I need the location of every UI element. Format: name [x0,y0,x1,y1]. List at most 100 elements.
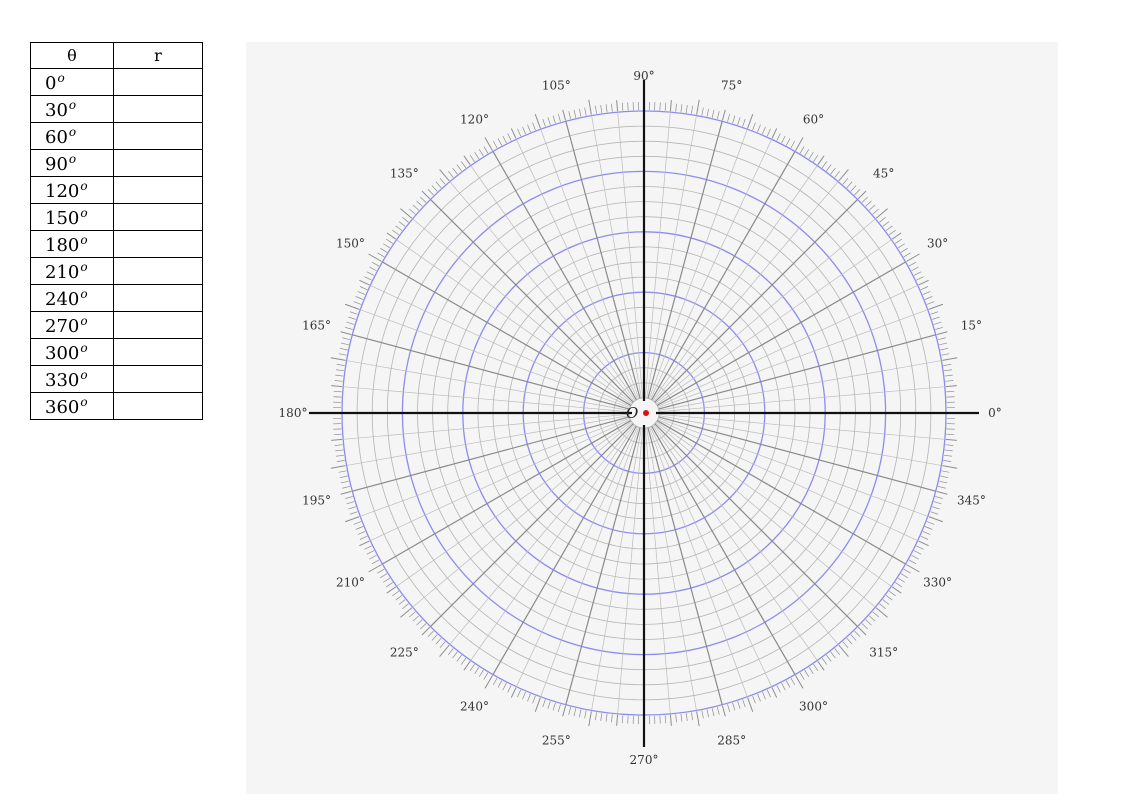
degree-tick [497,680,503,688]
degree-tick [846,637,853,645]
degree-tick [879,603,886,609]
degree-tick [331,438,343,441]
degree-tick [942,357,958,361]
degree-tick [346,321,355,325]
degree-tick [353,521,362,525]
theta-value: 180 [45,234,80,256]
minor-spoke [658,360,942,411]
degree-tick [427,630,434,637]
degree-tick [371,261,380,267]
degree-tick [875,208,888,219]
r-cell[interactable] [113,257,203,285]
degree-tick [522,691,526,700]
theta-cell: 330o [30,365,114,393]
angle-label: 90° [633,69,654,83]
degree-tick [830,651,836,659]
degree-tick [456,654,462,662]
minor-spoke [659,386,945,413]
degree-tick [799,146,805,154]
degree-tick [872,208,879,215]
degree-tick [918,540,929,547]
degree-tick [507,685,512,693]
degree-tick [946,433,955,436]
angle-label: 0° [988,406,1002,420]
angle-label: 300° [799,700,828,714]
degree-tick [903,252,911,258]
degree-tick [371,559,380,565]
table-row: 0o [30,68,203,96]
angle-label: 75° [721,79,742,93]
minor-spoke [653,181,839,402]
r-cell[interactable] [113,284,203,312]
degree-tick [875,607,888,618]
minor-spoke [657,285,918,407]
degree-tick [333,390,342,393]
degree-tick [484,137,493,151]
degree-tick [439,644,450,657]
degree-tick [333,433,342,436]
degree-tick [562,705,567,717]
degree-tick [547,117,551,125]
angle-label: 315° [869,646,898,660]
origin-dot [643,410,649,416]
theta-cell: 300o [30,338,114,366]
degree-tick [349,311,358,315]
degree-tick [865,200,872,207]
angle-label: 60° [803,112,824,126]
degree-tick [838,169,849,182]
degree-tick [380,573,388,579]
r-cell[interactable] [113,203,203,231]
r-cell[interactable] [113,95,203,123]
degree-tick [933,321,942,325]
r-cell[interactable] [113,176,203,204]
degree-tick [439,178,446,185]
angle-label: 180° [279,406,308,420]
degree-tick [335,454,344,457]
degree-tick [409,611,416,618]
degree-tick [888,229,896,236]
degree-tick [616,714,619,726]
degree-tick [510,128,517,139]
degree-tick [785,680,791,688]
degree-tick [435,181,442,189]
degree-tick [826,654,832,662]
degree-tick [547,701,551,709]
degree-tick [460,657,467,665]
degree-tick [416,200,423,207]
degree-mark: o [80,286,88,301]
theta-value: 240 [45,288,80,310]
degree-tick [928,516,943,523]
degree-tick [885,225,893,231]
r-cell[interactable] [113,149,203,177]
r-cell[interactable] [113,122,203,150]
degree-tick [382,243,391,249]
degree-mark: o [80,205,88,220]
angle-label: 225° [390,646,419,660]
r-cell[interactable] [113,68,203,96]
r-cell[interactable] [113,311,203,339]
degree-tick [861,196,868,203]
theta-value: 210 [45,261,80,283]
degree-tick [911,554,919,560]
theta-value: 330 [45,369,80,391]
degree-tick [776,133,781,141]
theta-value: 150 [45,207,80,229]
degree-tick [790,140,796,149]
degree-tick [552,702,556,711]
r-cell[interactable] [113,338,203,366]
table-row: 360o [30,392,203,420]
r-cell[interactable] [113,365,203,393]
r-cell[interactable] [113,392,203,420]
minor-spoke [540,129,640,399]
degree-tick [935,326,944,330]
minor-spoke [658,309,928,409]
theta-cell: 0o [30,68,114,96]
degree-tick [781,135,786,144]
r-column-header: r [113,42,203,69]
r-cell[interactable] [113,230,203,258]
degree-tick [926,521,935,525]
degree-tick [400,208,413,219]
table-row: 240o [30,284,203,312]
degree-tick [510,687,517,698]
degree-tick [924,296,933,300]
